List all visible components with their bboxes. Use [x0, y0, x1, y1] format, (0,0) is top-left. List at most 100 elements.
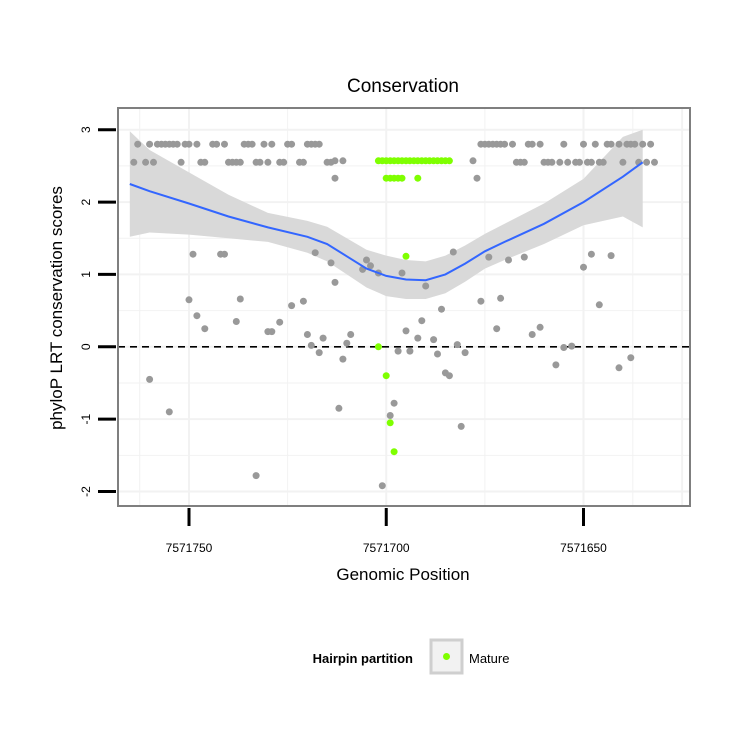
- point-other: [599, 158, 607, 166]
- point-other: [587, 250, 595, 258]
- point-other: [449, 248, 457, 256]
- point-other: [264, 158, 272, 166]
- point-other: [607, 252, 615, 260]
- confidence-ribbon: [129, 129, 643, 299]
- point-other: [236, 295, 244, 303]
- grid-lines: [118, 108, 690, 506]
- x-tick-label: 7571650: [560, 541, 607, 555]
- point-other: [236, 158, 244, 166]
- point-other: [130, 158, 138, 166]
- point-other: [256, 158, 264, 166]
- y-axis: -2 -1 0 1 2 3: [79, 126, 116, 497]
- point-other: [331, 157, 339, 165]
- point-other: [268, 328, 276, 336]
- legend-key-mature-dot: [443, 653, 450, 660]
- point-other: [469, 157, 477, 165]
- legend-label-mature: Mature: [469, 651, 509, 666]
- point-other: [339, 157, 347, 165]
- smooth-line-path: [129, 161, 644, 282]
- y-tick-label: 2: [79, 198, 93, 205]
- point-other: [418, 317, 426, 325]
- point-other: [631, 140, 639, 148]
- point-other: [497, 294, 505, 302]
- point-other: [520, 158, 528, 166]
- x-axis-title: Genomic Position: [336, 565, 469, 584]
- point-other: [303, 331, 311, 338]
- point-other: [615, 364, 623, 372]
- point-other: [315, 349, 323, 357]
- point-other: [146, 140, 154, 148]
- point-mature: [402, 252, 410, 260]
- point-other: [528, 331, 536, 338]
- point-other: [422, 282, 430, 290]
- point-other: [406, 347, 414, 355]
- point-other: [347, 331, 355, 338]
- y-tick-label: -2: [79, 486, 93, 497]
- point-other: [520, 253, 528, 261]
- point-other: [185, 296, 193, 304]
- point-other: [177, 158, 185, 166]
- point-other: [398, 269, 406, 277]
- point-other: [580, 140, 587, 148]
- point-other: [627, 354, 635, 362]
- point-other: [394, 347, 402, 355]
- point-other: [299, 297, 307, 305]
- confidence-band: [129, 129, 643, 299]
- point-other: [615, 140, 623, 148]
- point-other: [339, 355, 347, 363]
- point-other: [647, 140, 655, 148]
- point-other: [493, 325, 501, 333]
- point-other: [390, 399, 398, 407]
- point-other: [643, 158, 651, 166]
- point-other: [556, 158, 564, 166]
- legend-title: Hairpin partition: [313, 651, 413, 666]
- point-other: [445, 372, 453, 380]
- point-other: [248, 140, 256, 148]
- chart-title: Conservation: [347, 76, 459, 97]
- point-other: [505, 256, 512, 264]
- point-other: [595, 301, 603, 309]
- point-other: [142, 158, 150, 166]
- point-other: [591, 140, 599, 148]
- point-other: [386, 412, 394, 419]
- point-other: [173, 140, 181, 148]
- point-other: [367, 262, 374, 270]
- point-mature: [390, 448, 398, 456]
- y-tick-label: 0: [79, 343, 93, 350]
- point-other: [453, 341, 461, 349]
- point-mature: [445, 157, 453, 165]
- point-mature: [374, 343, 382, 351]
- point-other: [193, 312, 201, 320]
- point-other: [552, 361, 560, 369]
- point-other: [580, 263, 587, 271]
- x-tick-label: 7571750: [166, 541, 213, 555]
- point-other: [299, 158, 307, 166]
- point-other: [536, 323, 544, 331]
- point-other: [509, 140, 516, 148]
- point-other: [315, 140, 323, 148]
- point-other: [260, 140, 268, 148]
- point-other: [607, 140, 615, 148]
- point-other: [189, 250, 197, 258]
- point-other: [331, 278, 339, 286]
- point-other: [651, 158, 658, 166]
- point-other: [501, 140, 509, 148]
- point-other: [150, 158, 157, 166]
- point-other: [438, 305, 445, 313]
- y-tick-label: 3: [79, 126, 93, 133]
- point-other: [378, 482, 386, 490]
- point-other: [221, 250, 228, 258]
- point-other: [473, 174, 481, 182]
- point-other: [307, 341, 315, 349]
- point-other: [331, 174, 339, 182]
- point-other: [485, 253, 493, 261]
- point-other: [536, 140, 544, 148]
- point-other: [560, 140, 568, 148]
- point-other: [327, 259, 335, 267]
- point-other: [343, 339, 351, 347]
- y-tick-label: 1: [79, 271, 93, 278]
- point-other: [335, 404, 343, 412]
- point-other: [363, 256, 370, 264]
- point-other: [461, 349, 469, 357]
- plot-border: [117, 107, 691, 507]
